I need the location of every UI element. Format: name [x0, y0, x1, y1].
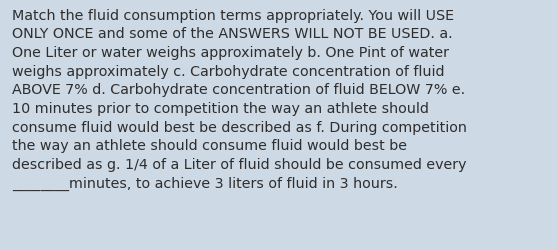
- Text: Match the fluid consumption terms appropriately. You will USE
ONLY ONCE and some: Match the fluid consumption terms approp…: [12, 9, 467, 190]
